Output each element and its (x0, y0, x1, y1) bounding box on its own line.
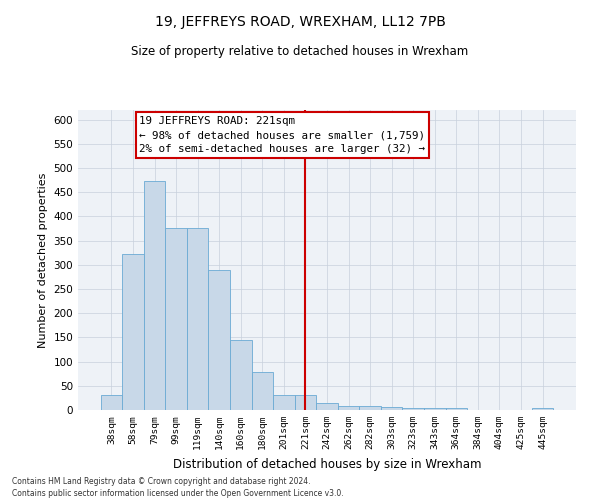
Bar (295, 395, 316, 410)
Bar (230, 340, 251, 410)
Bar (166, 228, 187, 410)
Text: Size of property relative to detached houses in Wrexham: Size of property relative to detached ho… (131, 45, 469, 58)
Bar (532, 408, 553, 410)
Bar (122, 254, 144, 410)
Text: Contains HM Land Registry data © Crown copyright and database right 2024.
Contai: Contains HM Land Registry data © Crown c… (12, 476, 344, 498)
Bar (424, 408, 446, 410)
Text: 19 JEFFREYS ROAD: 221sqm
← 98% of detached houses are smaller (1,759)
2% of semi: 19 JEFFREYS ROAD: 221sqm ← 98% of detach… (139, 116, 425, 154)
Bar (381, 407, 403, 410)
Bar (338, 406, 359, 410)
Bar (273, 395, 295, 410)
Bar (187, 228, 208, 410)
Bar (101, 396, 122, 410)
Y-axis label: Number of detached properties: Number of detached properties (38, 172, 48, 348)
Bar (208, 270, 230, 410)
Text: 19, JEFFREYS ROAD, WREXHAM, LL12 7PB: 19, JEFFREYS ROAD, WREXHAM, LL12 7PB (155, 15, 445, 29)
Bar (446, 408, 467, 410)
Bar (316, 402, 338, 410)
Bar (251, 372, 273, 410)
X-axis label: Distribution of detached houses by size in Wrexham: Distribution of detached houses by size … (173, 458, 481, 470)
Bar (359, 406, 381, 410)
Bar (144, 180, 166, 410)
Bar (403, 408, 424, 410)
